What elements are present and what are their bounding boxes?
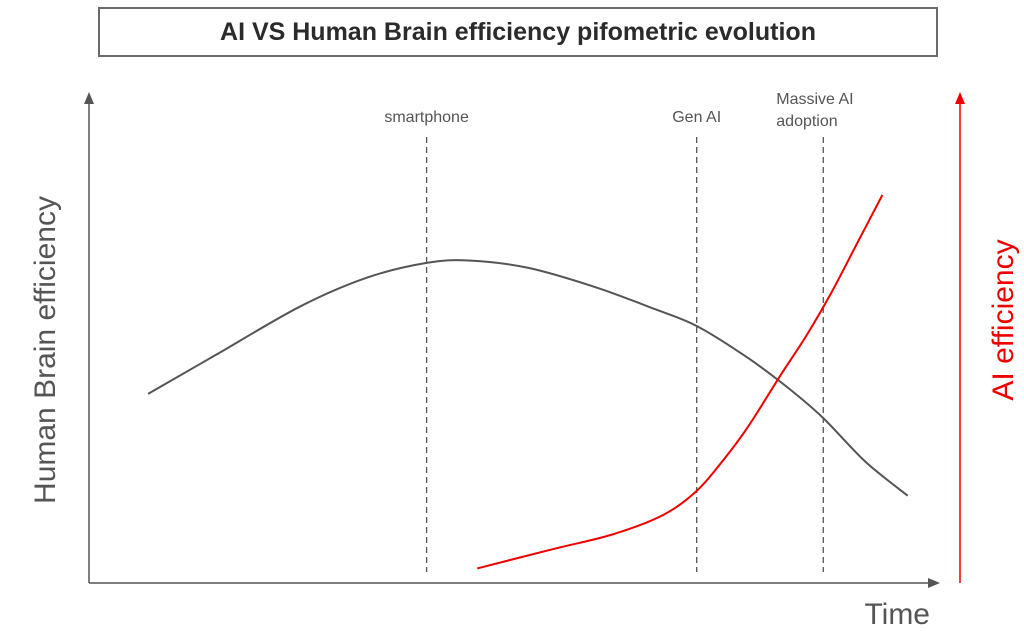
y-axis-right-arrow [955,92,965,104]
chart-title: AI VS Human Brain efficiency pifometric … [98,7,938,57]
event-label-smartphone: smartphone [384,109,469,126]
y-axis-right-title: AI efficiency [987,239,1020,400]
x-axis-arrow [928,578,940,588]
series-line-ai [476,194,884,570]
series-line-human-brain [147,259,909,497]
event-label-massive-ai-adoption: Massive AI adoption [776,91,853,130]
y-axis-left-title: Human Brain efficiency [29,196,62,504]
x-axis-title: Time [864,598,930,631]
event-label-gen-ai: Gen AI [672,109,721,126]
y-axis-left-arrow [84,92,94,104]
